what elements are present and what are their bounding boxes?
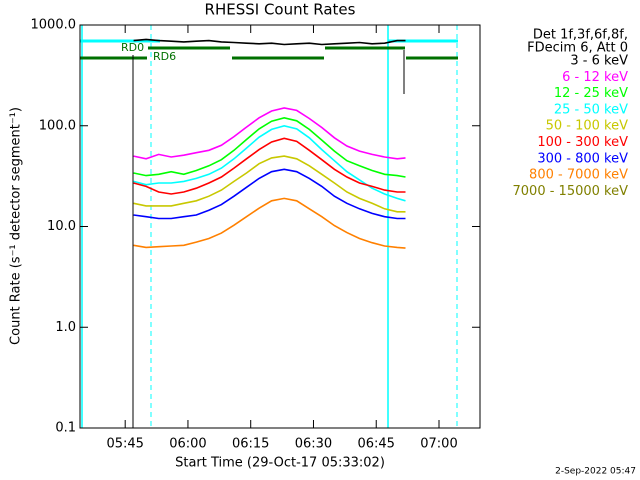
legend-entry: 300 - 800 keV: [537, 151, 628, 166]
x-tick-label: 05:45: [106, 437, 143, 452]
x-tick-label: 06:00: [169, 437, 206, 452]
x-tick-label: 06:45: [357, 437, 394, 452]
x-axis-label: Start Time (29-Oct-17 05:33:02): [175, 456, 385, 471]
legend-entry: 3 - 6 keV: [570, 54, 628, 69]
y-tick-label: 10.0: [47, 219, 76, 234]
footer: 2-Sep-2022 05:47: [555, 467, 636, 477]
y-tick-label: 1000.0: [31, 18, 77, 33]
series-line: [133, 124, 406, 202]
x-tick-label: 07:00: [420, 437, 457, 452]
legend-header: FDecim 6, Att 0: [527, 41, 628, 56]
series-line: [133, 197, 406, 249]
annotation: RD6: [153, 50, 176, 63]
y-tick-label: 100.0: [39, 118, 76, 133]
legend-entry: 7000 - 15000 keV: [513, 184, 629, 199]
series-line: [133, 137, 406, 195]
legend-entry: 800 - 7000 keV: [529, 168, 628, 183]
state-overlays: RD0 RD6: [80, 25, 458, 428]
x-tick-label: 06:15: [232, 437, 269, 452]
y-tick-label: 0.1: [55, 421, 76, 436]
legend-entry: 50 - 100 keV: [546, 119, 629, 134]
legend-entry: 6 - 12 keV: [562, 70, 628, 85]
legend-entry: 12 - 25 keV: [554, 86, 628, 101]
annotation: RD0: [121, 41, 144, 54]
series-line: [133, 38, 406, 46]
legend-header: Det 1f,3f,6f,8f,: [533, 28, 628, 43]
series-line: [133, 155, 406, 213]
series-line: [133, 168, 406, 220]
y-tick-label: 1.0: [55, 320, 76, 335]
x-tick-label: 06:30: [295, 437, 332, 452]
legend-entry: 100 - 300 keV: [537, 135, 628, 150]
series-line: [133, 116, 406, 178]
series-line: [133, 107, 406, 160]
legend-entry: 25 - 50 keV: [554, 102, 628, 117]
y-axis-label: Count Rate (s⁻¹ detector segment⁻¹): [9, 107, 24, 345]
chart-title: RHESSI Count Rates: [205, 1, 356, 19]
